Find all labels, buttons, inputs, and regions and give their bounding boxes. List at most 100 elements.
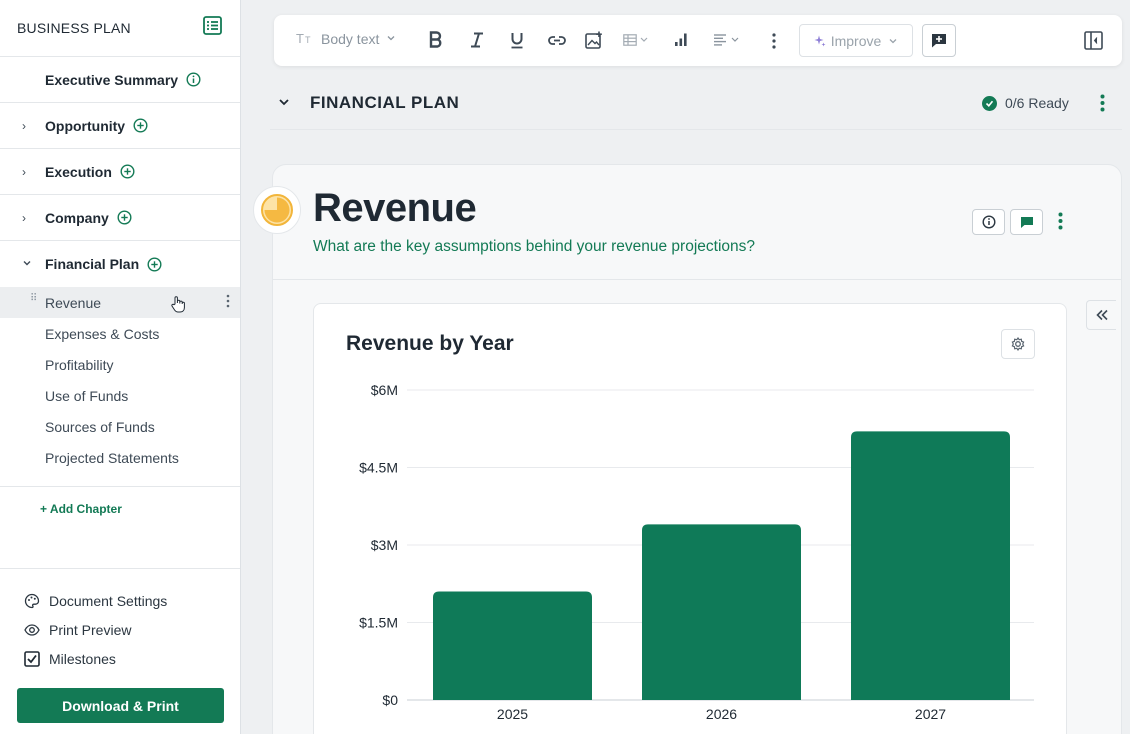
section-label: Sources of Funds <box>45 418 155 435</box>
x-tick-label: 2027 <box>915 706 946 722</box>
checkbox-icon <box>24 650 49 667</box>
svg-text:T: T <box>296 32 304 44</box>
info-icon[interactable] <box>186 72 201 87</box>
y-tick-label: $0 <box>382 692 398 708</box>
chevron-right-icon[interactable]: › <box>22 118 26 133</box>
milestones-link[interactable]: Milestones <box>0 644 240 673</box>
sidebar-title: BUSINESS PLAN <box>17 20 131 36</box>
underline-icon[interactable] <box>510 32 524 49</box>
section-label: Use of Funds <box>45 387 129 404</box>
comment-button[interactable] <box>1010 209 1043 235</box>
gear-icon <box>1010 336 1026 352</box>
improve-label: Improve <box>830 32 882 49</box>
bar-2025[interactable] <box>433 591 592 701</box>
add-chapter-link[interactable]: + Add Chapter <box>40 502 122 516</box>
chevron-right-icon[interactable]: › <box>22 210 26 225</box>
y-tick-label: $1.5M <box>359 615 398 631</box>
panel-toggle-icon[interactable] <box>1084 31 1103 50</box>
sidebar-section-projected-statements[interactable]: Projected Statements <box>0 442 240 473</box>
chevron-down-icon[interactable] <box>278 95 290 113</box>
y-tick-label: $3M <box>371 537 398 553</box>
svg-text:T: T <box>305 35 311 44</box>
sidebar-section-sources-of-funds[interactable]: Sources of Funds <box>0 411 240 442</box>
ready-status-text: 0/6 Ready <box>1005 95 1069 111</box>
table-icon[interactable] <box>623 34 651 46</box>
divider <box>273 279 1121 280</box>
sidebar-section-revenue[interactable]: ⠿ Revenue <box>0 287 240 318</box>
align-icon[interactable] <box>713 34 741 46</box>
revenue-bar-chart: $0 $1.5M $3M $4.5M $6M 2025 2026 2027 <box>359 382 1034 722</box>
add-circle-icon[interactable] <box>117 210 132 225</box>
chevron-down-icon <box>888 36 898 46</box>
sidebar-chapter-company[interactable]: › Company <box>0 195 240 241</box>
x-tick-label: 2026 <box>706 706 737 722</box>
add-circle-icon[interactable] <box>133 118 148 133</box>
chapter-label: Company <box>45 209 109 226</box>
check-circle-icon <box>982 95 997 111</box>
bar-2026[interactable] <box>642 524 801 700</box>
info-button[interactable] <box>972 209 1005 235</box>
chevron-down-icon[interactable] <box>22 257 45 271</box>
chapter-label: Financial Plan <box>45 256 140 272</box>
sidebar-chapter-execution[interactable]: › Execution <box>0 149 240 195</box>
add-comment-icon <box>931 33 947 48</box>
section-label: Revenue <box>45 294 102 311</box>
section-label: Expenses & Costs <box>45 325 160 342</box>
sidebar-chapter-executive-summary[interactable]: Executive Summary <box>0 57 240 103</box>
eye-icon <box>24 623 49 636</box>
chart-settings-button[interactable] <box>1001 329 1035 359</box>
link-icon[interactable] <box>548 34 566 47</box>
sidebar-header: BUSINESS PLAN <box>0 0 240 57</box>
section-label: Projected Statements <box>45 449 179 466</box>
text-style-value: Body text <box>321 31 380 47</box>
progress-pie-icon <box>253 186 301 234</box>
sidebar-chapter-financial-plan[interactable]: Financial Plan <box>0 241 240 287</box>
bar-2027[interactable] <box>851 431 1010 700</box>
chart-icon[interactable] <box>674 32 689 47</box>
double-chevron-left-icon <box>1095 309 1109 321</box>
hand-cursor-icon <box>170 295 186 316</box>
sidebar-section-expenses[interactable]: Expenses & Costs <box>0 318 240 349</box>
collapse-panel-button[interactable] <box>1086 300 1116 330</box>
section-list: ⠿ Revenue Expenses & Costs Profitability… <box>0 287 240 487</box>
chapter-label: Opportunity <box>45 117 126 134</box>
section-title: FINANCIAL PLAN <box>310 93 460 112</box>
bold-icon[interactable] <box>429 31 443 48</box>
chevron-down-icon <box>386 33 396 46</box>
chart-card: Revenue by Year $0 $1.5M $3M $4.5M $6M 2025 20… <box>313 303 1067 734</box>
more-vertical-icon[interactable] <box>772 33 776 49</box>
improve-dropdown[interactable]: Improve <box>799 24 913 57</box>
x-tick-label: 2025 <box>497 706 528 722</box>
add-image-icon[interactable] <box>585 31 603 49</box>
page-title: Revenue <box>313 186 477 230</box>
document-settings-link[interactable]: Document Settings <box>0 586 240 615</box>
sparkle-icon <box>814 35 826 47</box>
italic-icon[interactable] <box>470 32 484 48</box>
utility-label: Document Settings <box>49 592 168 609</box>
comment-icon <box>1020 216 1034 229</box>
more-vertical-icon[interactable] <box>1100 94 1105 117</box>
chart-title: Revenue by Year <box>346 332 514 355</box>
sidebar: BUSINESS PLAN Executive Summary › Opport… <box>0 0 241 734</box>
utility-label: Milestones <box>49 650 116 667</box>
drag-handle-icon[interactable]: ⠿ <box>30 293 37 304</box>
download-print-button[interactable]: Download & Print <box>17 688 224 723</box>
sidebar-section-profitability[interactable]: Profitability <box>0 349 240 380</box>
ready-status: 0/6 Ready <box>982 95 1069 111</box>
add-comment-button[interactable] <box>922 24 956 57</box>
add-circle-icon[interactable] <box>147 256 162 272</box>
add-circle-icon[interactable] <box>120 164 135 179</box>
more-vertical-icon[interactable] <box>1058 212 1063 235</box>
palette-icon <box>24 593 49 609</box>
sidebar-chapter-opportunity[interactable]: › Opportunity <box>0 103 240 149</box>
chevron-right-icon[interactable]: › <box>22 164 26 179</box>
print-preview-link[interactable]: Print Preview <box>0 615 240 644</box>
outline-icon[interactable] <box>203 16 222 40</box>
more-vertical-icon[interactable] <box>226 294 230 311</box>
sidebar-section-use-of-funds[interactable]: Use of Funds <box>0 380 240 411</box>
utility-label: Print Preview <box>49 621 132 638</box>
y-tick-label: $4.5M <box>359 460 398 476</box>
